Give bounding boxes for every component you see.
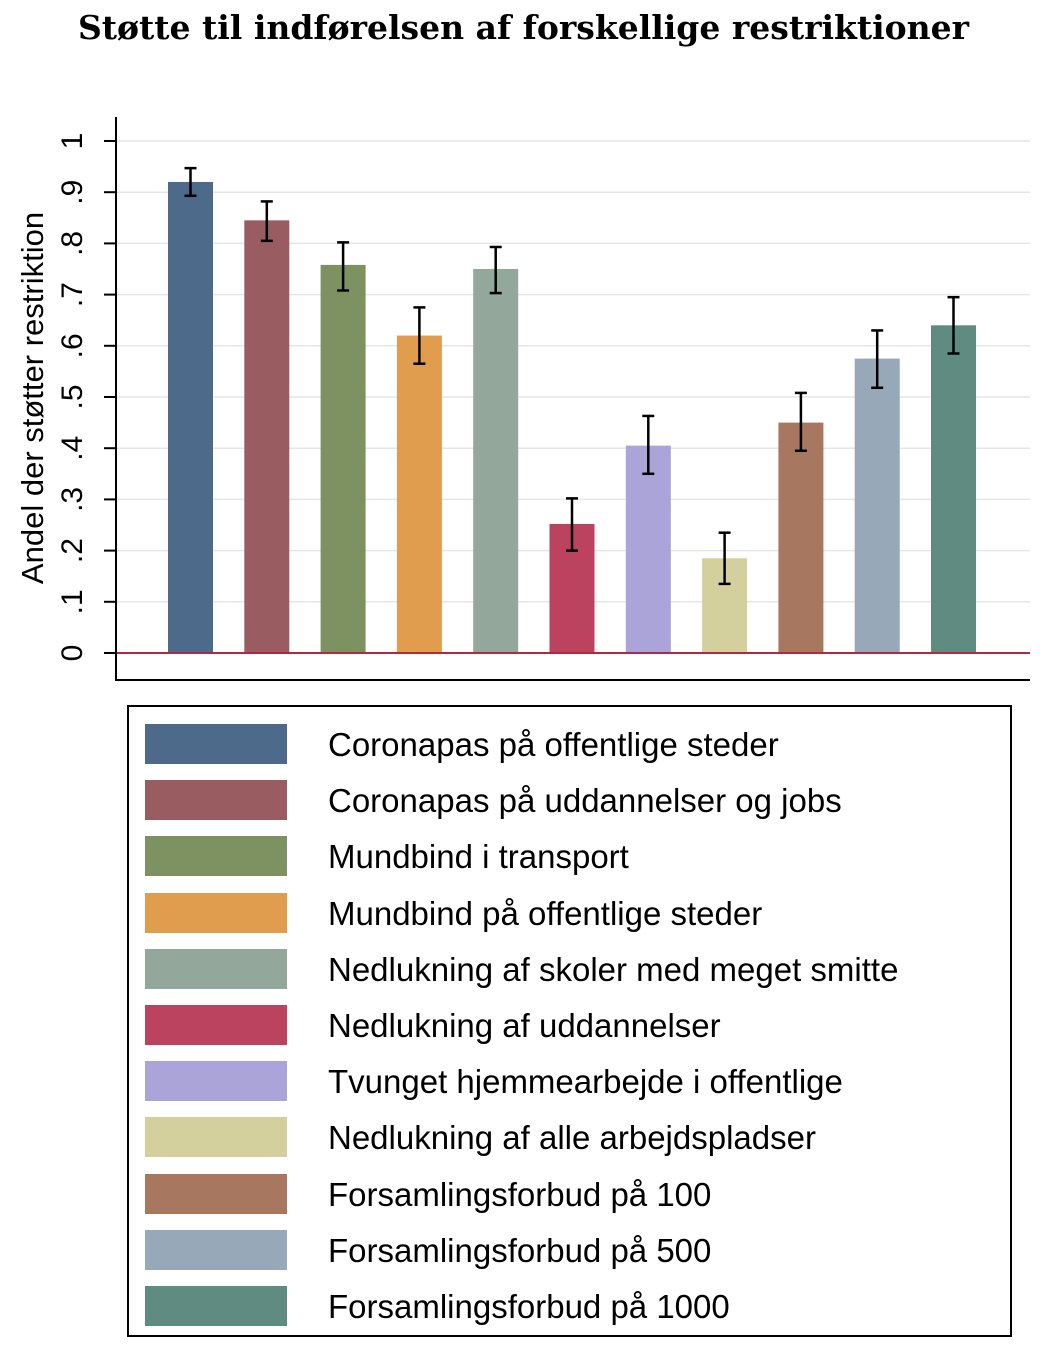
y-tick-label: .2	[56, 538, 89, 563]
bar	[473, 269, 519, 653]
bar	[854, 358, 900, 653]
legend-swatch	[145, 836, 287, 877]
error-bars	[184, 166, 960, 586]
legend-label: Coronapas på uddannelser og jobs	[328, 782, 842, 820]
y-tick-label: .6	[56, 333, 89, 358]
legend: Coronapas på offentlige steder Coronapas …	[127, 705, 1012, 1337]
y-tick-label: 0	[56, 645, 89, 662]
legend-swatch	[145, 724, 287, 764]
y-tick-label: .1	[56, 589, 89, 614]
legend-label: Nedlukning af alle arbejdspladser	[328, 1119, 816, 1157]
legend-swatch	[145, 780, 287, 821]
bar	[396, 335, 442, 653]
legend-label: Forsamlingsforbud på 100	[328, 1175, 712, 1213]
legend-label: Forsamlingsforbud på 1000	[328, 1288, 730, 1325]
legend-label: Nedlukning af uddannelser	[328, 1007, 721, 1044]
chart-title: Støtte til indførelsen af forskellige re…	[77, 8, 970, 47]
y-axis-title: Andel der støtter restriktion	[15, 212, 50, 584]
y-tick-label: .4	[56, 436, 89, 461]
legend-swatch	[145, 1117, 287, 1158]
y-ticks: 0 .1 .2 .3 .4 .5 .6 .7 .8 .9 1	[56, 133, 116, 662]
legend-swatch	[145, 892, 287, 933]
legend-swatch	[145, 1229, 287, 1270]
y-tick-label: .7	[56, 282, 89, 307]
legend-swatch	[145, 948, 287, 989]
bar	[320, 264, 366, 653]
legend-swatch	[145, 1005, 287, 1045]
y-tick-label: .5	[56, 384, 89, 409]
legend-label: Nedlukning af skoler med meget smitte	[328, 950, 899, 988]
y-tick-label: .9	[56, 180, 89, 205]
legend-swatch	[145, 1173, 287, 1214]
legend-label: Tvunget hjemmearbejde i offentlige	[328, 1063, 843, 1101]
legend-label: Mundbind i transport	[328, 838, 629, 876]
bar	[168, 181, 213, 653]
legend-swatch	[145, 1061, 287, 1102]
y-tick-label: .8	[56, 231, 89, 256]
bar	[244, 220, 290, 654]
plot-area: 0 .1 .2 .3 .4 .5 .6 .7 .8 .9 1 Andel der støtter r…	[15, 117, 1030, 681]
bar	[931, 325, 976, 653]
legend-label: Coronapas på offentlige steder	[328, 726, 779, 763]
bars	[168, 181, 976, 654]
bar	[625, 445, 671, 653]
legend-label: Mundbind på offentlige steder	[328, 894, 763, 932]
bar	[778, 422, 824, 653]
y-tick-label: 1	[56, 133, 89, 150]
y-tick-label: .3	[56, 487, 89, 512]
legend-label: Forsamlingsforbud på 500	[328, 1231, 712, 1269]
legend-swatch	[145, 1286, 287, 1326]
